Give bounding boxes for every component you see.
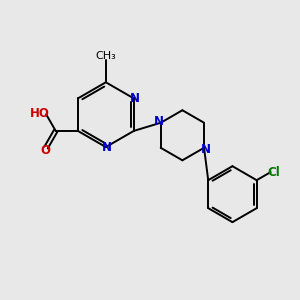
Text: N: N	[200, 143, 211, 156]
Text: N: N	[154, 115, 164, 128]
Text: Cl: Cl	[268, 166, 280, 178]
Text: N: N	[130, 92, 140, 105]
Text: HO: HO	[30, 107, 50, 120]
Text: O: O	[40, 145, 50, 158]
Text: N: N	[102, 141, 112, 154]
Text: CH₃: CH₃	[95, 51, 116, 61]
